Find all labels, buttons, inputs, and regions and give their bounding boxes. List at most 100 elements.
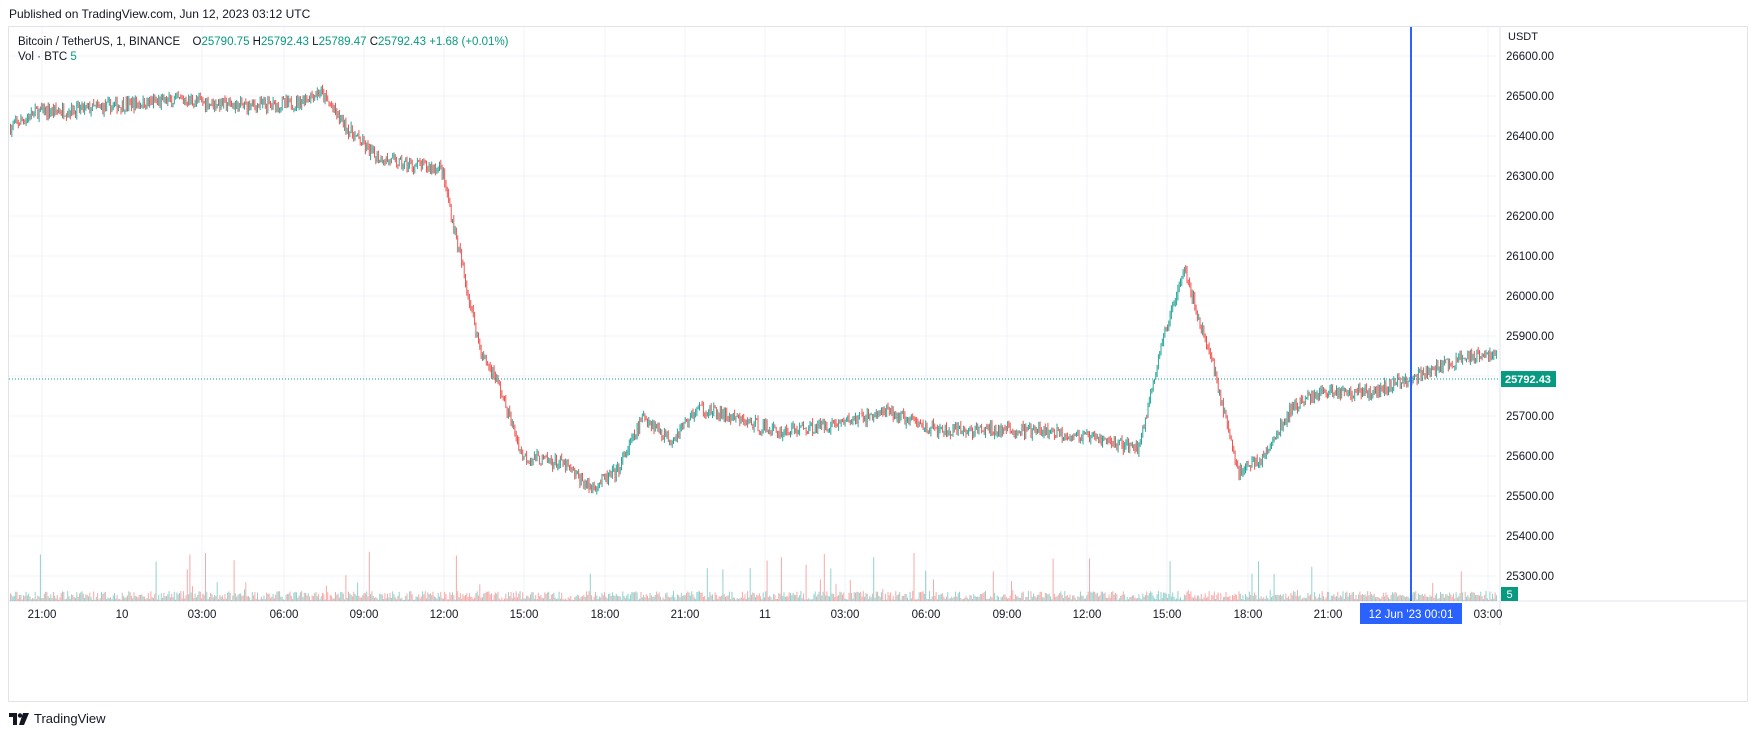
volume-bar <box>1160 592 1162 601</box>
volume-bar <box>1190 591 1192 601</box>
volume-bar <box>154 593 156 601</box>
volume-bar <box>237 594 239 601</box>
volume-bar <box>312 596 314 601</box>
volume-bar <box>1222 597 1224 601</box>
volume-bar <box>608 594 609 601</box>
volume-bar <box>930 599 932 601</box>
volume-bar <box>710 595 712 601</box>
volume-bar <box>1078 597 1080 601</box>
volume-bar <box>1264 598 1266 601</box>
volume-bar <box>420 596 422 601</box>
volume-bar <box>1156 594 1158 601</box>
volume-bar <box>810 599 812 601</box>
volume-bar <box>1020 597 1022 601</box>
volume-bar <box>205 552 206 601</box>
volume-bar <box>650 595 652 601</box>
volume-bar <box>771 599 773 601</box>
volume-bar <box>218 599 219 601</box>
volume-bar <box>899 592 901 601</box>
volume-bar <box>1458 596 1460 601</box>
volume-bar <box>51 598 53 601</box>
volume-bar <box>680 592 682 601</box>
volume-bar <box>457 591 459 601</box>
volume-bar <box>753 593 755 601</box>
volume-bar <box>865 593 867 601</box>
volume-bar <box>63 591 65 601</box>
y-tick-label: 25400.00 <box>1506 531 1554 543</box>
footer-brand[interactable]: TradingView <box>9 711 106 726</box>
volume-bar <box>55 598 57 601</box>
volume-bar <box>1453 593 1454 601</box>
volume-bar <box>665 593 667 601</box>
volume-bar <box>617 595 619 601</box>
volume-bar <box>1085 598 1087 601</box>
volume-bar <box>1471 591 1473 601</box>
volume-bar <box>331 595 333 601</box>
volume-bar <box>909 591 911 601</box>
volume-bar <box>186 569 188 601</box>
volume-bar <box>1351 592 1353 601</box>
volume-bar <box>199 591 201 601</box>
volume-bar <box>43 593 45 601</box>
volume-bar <box>1235 594 1237 601</box>
volume-bar <box>951 596 953 601</box>
volume-bar <box>20 594 22 601</box>
volume-bar <box>1261 598 1263 601</box>
y-tick-label: 26000.00 <box>1506 291 1554 303</box>
volume-bar <box>775 598 777 601</box>
volume-bar <box>1069 594 1071 601</box>
volume-bar <box>176 592 178 601</box>
volume-bar <box>1007 598 1009 601</box>
volume-bar <box>891 599 893 601</box>
volume-bar <box>46 592 48 601</box>
chart-frame[interactable] <box>8 26 1748 702</box>
volume-bar <box>900 599 902 601</box>
volume-bar <box>101 591 102 601</box>
volume-bar <box>585 591 587 601</box>
volume-bar <box>589 573 591 601</box>
volume-bar <box>1293 591 1295 601</box>
volume-bar <box>769 595 771 601</box>
symbol-name[interactable]: Bitcoin / TetherUS, 1, BINANCE <box>18 36 181 48</box>
volume-bar <box>1380 598 1382 601</box>
volume-bar <box>392 591 394 601</box>
volume-bar <box>933 579 934 601</box>
volume-bar <box>940 593 942 601</box>
volume-bar <box>947 592 949 601</box>
volume-bar <box>72 594 74 601</box>
volume-bar <box>922 591 924 601</box>
volume-bar <box>879 597 881 601</box>
volume-bar <box>1381 596 1383 601</box>
volume-bar <box>242 595 244 601</box>
volume-bar <box>622 591 624 601</box>
volume-bar <box>21 599 23 601</box>
volume-bar <box>979 593 981 601</box>
volume-bar <box>782 595 784 601</box>
volume-bar <box>593 596 595 601</box>
volume-bar <box>675 599 677 601</box>
volume-bar <box>960 597 962 601</box>
volume-bar <box>1057 594 1059 601</box>
volume-bar <box>764 597 765 601</box>
volume-label[interactable]: Vol · BTC <box>18 51 68 63</box>
volume-bar <box>1245 594 1246 601</box>
volume-bar <box>1079 591 1081 601</box>
volume-bar <box>275 594 277 601</box>
volume-bar <box>584 596 586 601</box>
volume-bar <box>652 596 654 601</box>
volume-bar <box>1416 599 1418 601</box>
volume-bar <box>1303 597 1305 601</box>
volume-bar <box>322 592 323 601</box>
volume-bar <box>419 598 421 601</box>
volume-bar <box>194 593 196 601</box>
volume-bar <box>284 599 286 601</box>
volume-bar <box>719 596 721 601</box>
volume-bar <box>1423 595 1425 601</box>
volume-bar <box>1099 595 1101 601</box>
volume-bar <box>1012 590 1014 601</box>
volume-bar <box>1397 596 1399 601</box>
x-tick-label: 21:00 <box>1314 609 1343 621</box>
volume-bar <box>1394 592 1396 601</box>
volume-bar <box>1421 594 1423 601</box>
